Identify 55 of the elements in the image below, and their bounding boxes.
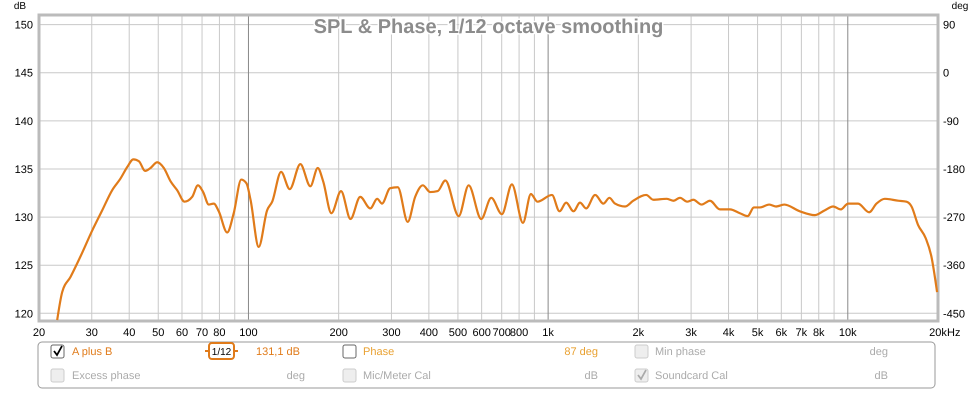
text: Mic/Meter Cal: [363, 370, 431, 382]
text: 87 deg: [564, 346, 598, 358]
y-tick-label: 130: [14, 212, 33, 224]
text: 1/12: [212, 347, 232, 358]
y-tick-label: 125: [14, 260, 33, 272]
y-tick-label: 150: [14, 20, 33, 32]
x-tick-label: 20: [32, 327, 46, 339]
x-tick-label: 70: [196, 327, 208, 339]
y-tick-label: 120: [14, 308, 33, 320]
y-axis-title: dB: [14, 1, 26, 12]
y-tick-label: 135: [14, 164, 33, 176]
text: deg: [286, 370, 305, 382]
text: 131,1 dB: [256, 346, 300, 358]
x-tick-label: 5k: [752, 327, 764, 339]
x-tick-label: 80: [213, 327, 226, 339]
x-tick-label: 60: [176, 327, 188, 339]
text: Soundcard Cal: [655, 370, 728, 382]
x-axis-title: Hz: [947, 327, 960, 339]
y2-tick-label: -180: [943, 164, 966, 176]
x-tick-label: 700: [492, 327, 511, 339]
y-tick-label: 145: [14, 68, 33, 80]
x-tick-label: 500: [448, 327, 468, 339]
x-tick-label: 200: [329, 327, 348, 339]
x-tick-label: 300: [382, 327, 401, 339]
x-tick-label: 40: [123, 327, 136, 339]
x-tick-label: 7k: [796, 327, 808, 339]
x-tick-label: 800: [510, 327, 528, 339]
x-tick-label: 3k: [685, 327, 698, 339]
text: deg: [870, 346, 888, 358]
y2-axis-title: deg: [952, 1, 968, 12]
text: A plus B: [72, 346, 112, 358]
text: Min phase: [655, 346, 706, 358]
text: dB: [874, 370, 888, 382]
y2-tick-label: -360: [943, 260, 966, 272]
y-tick-label: 140: [14, 116, 33, 128]
y2-tick-label: -90: [943, 116, 959, 128]
y2-tick-label: -270: [943, 212, 966, 224]
x-tick-label: 8k: [812, 327, 826, 339]
y2-tick-label: -450: [943, 308, 966, 320]
x-tick-label: 2k: [632, 327, 645, 339]
x-tick-label: 1k: [542, 327, 554, 339]
x-tick-label: 400: [420, 327, 438, 339]
x-tick-label: 30: [86, 327, 98, 339]
x-tick-label: 600: [472, 327, 491, 339]
x-tick-label: 4k: [722, 327, 735, 339]
x-tick-label: 10k: [838, 327, 858, 339]
y2-tick-label: 0: [943, 68, 950, 80]
x-tick-label: 6k: [776, 327, 788, 339]
x-tick-label: 20k: [929, 327, 948, 339]
text: dB: [584, 370, 598, 382]
x-tick-label: 100: [239, 327, 258, 339]
text: Phase: [363, 346, 394, 358]
text: Excess phase: [72, 370, 140, 382]
y2-tick-label: 90: [943, 20, 956, 32]
x-tick-label: 50: [152, 327, 164, 339]
